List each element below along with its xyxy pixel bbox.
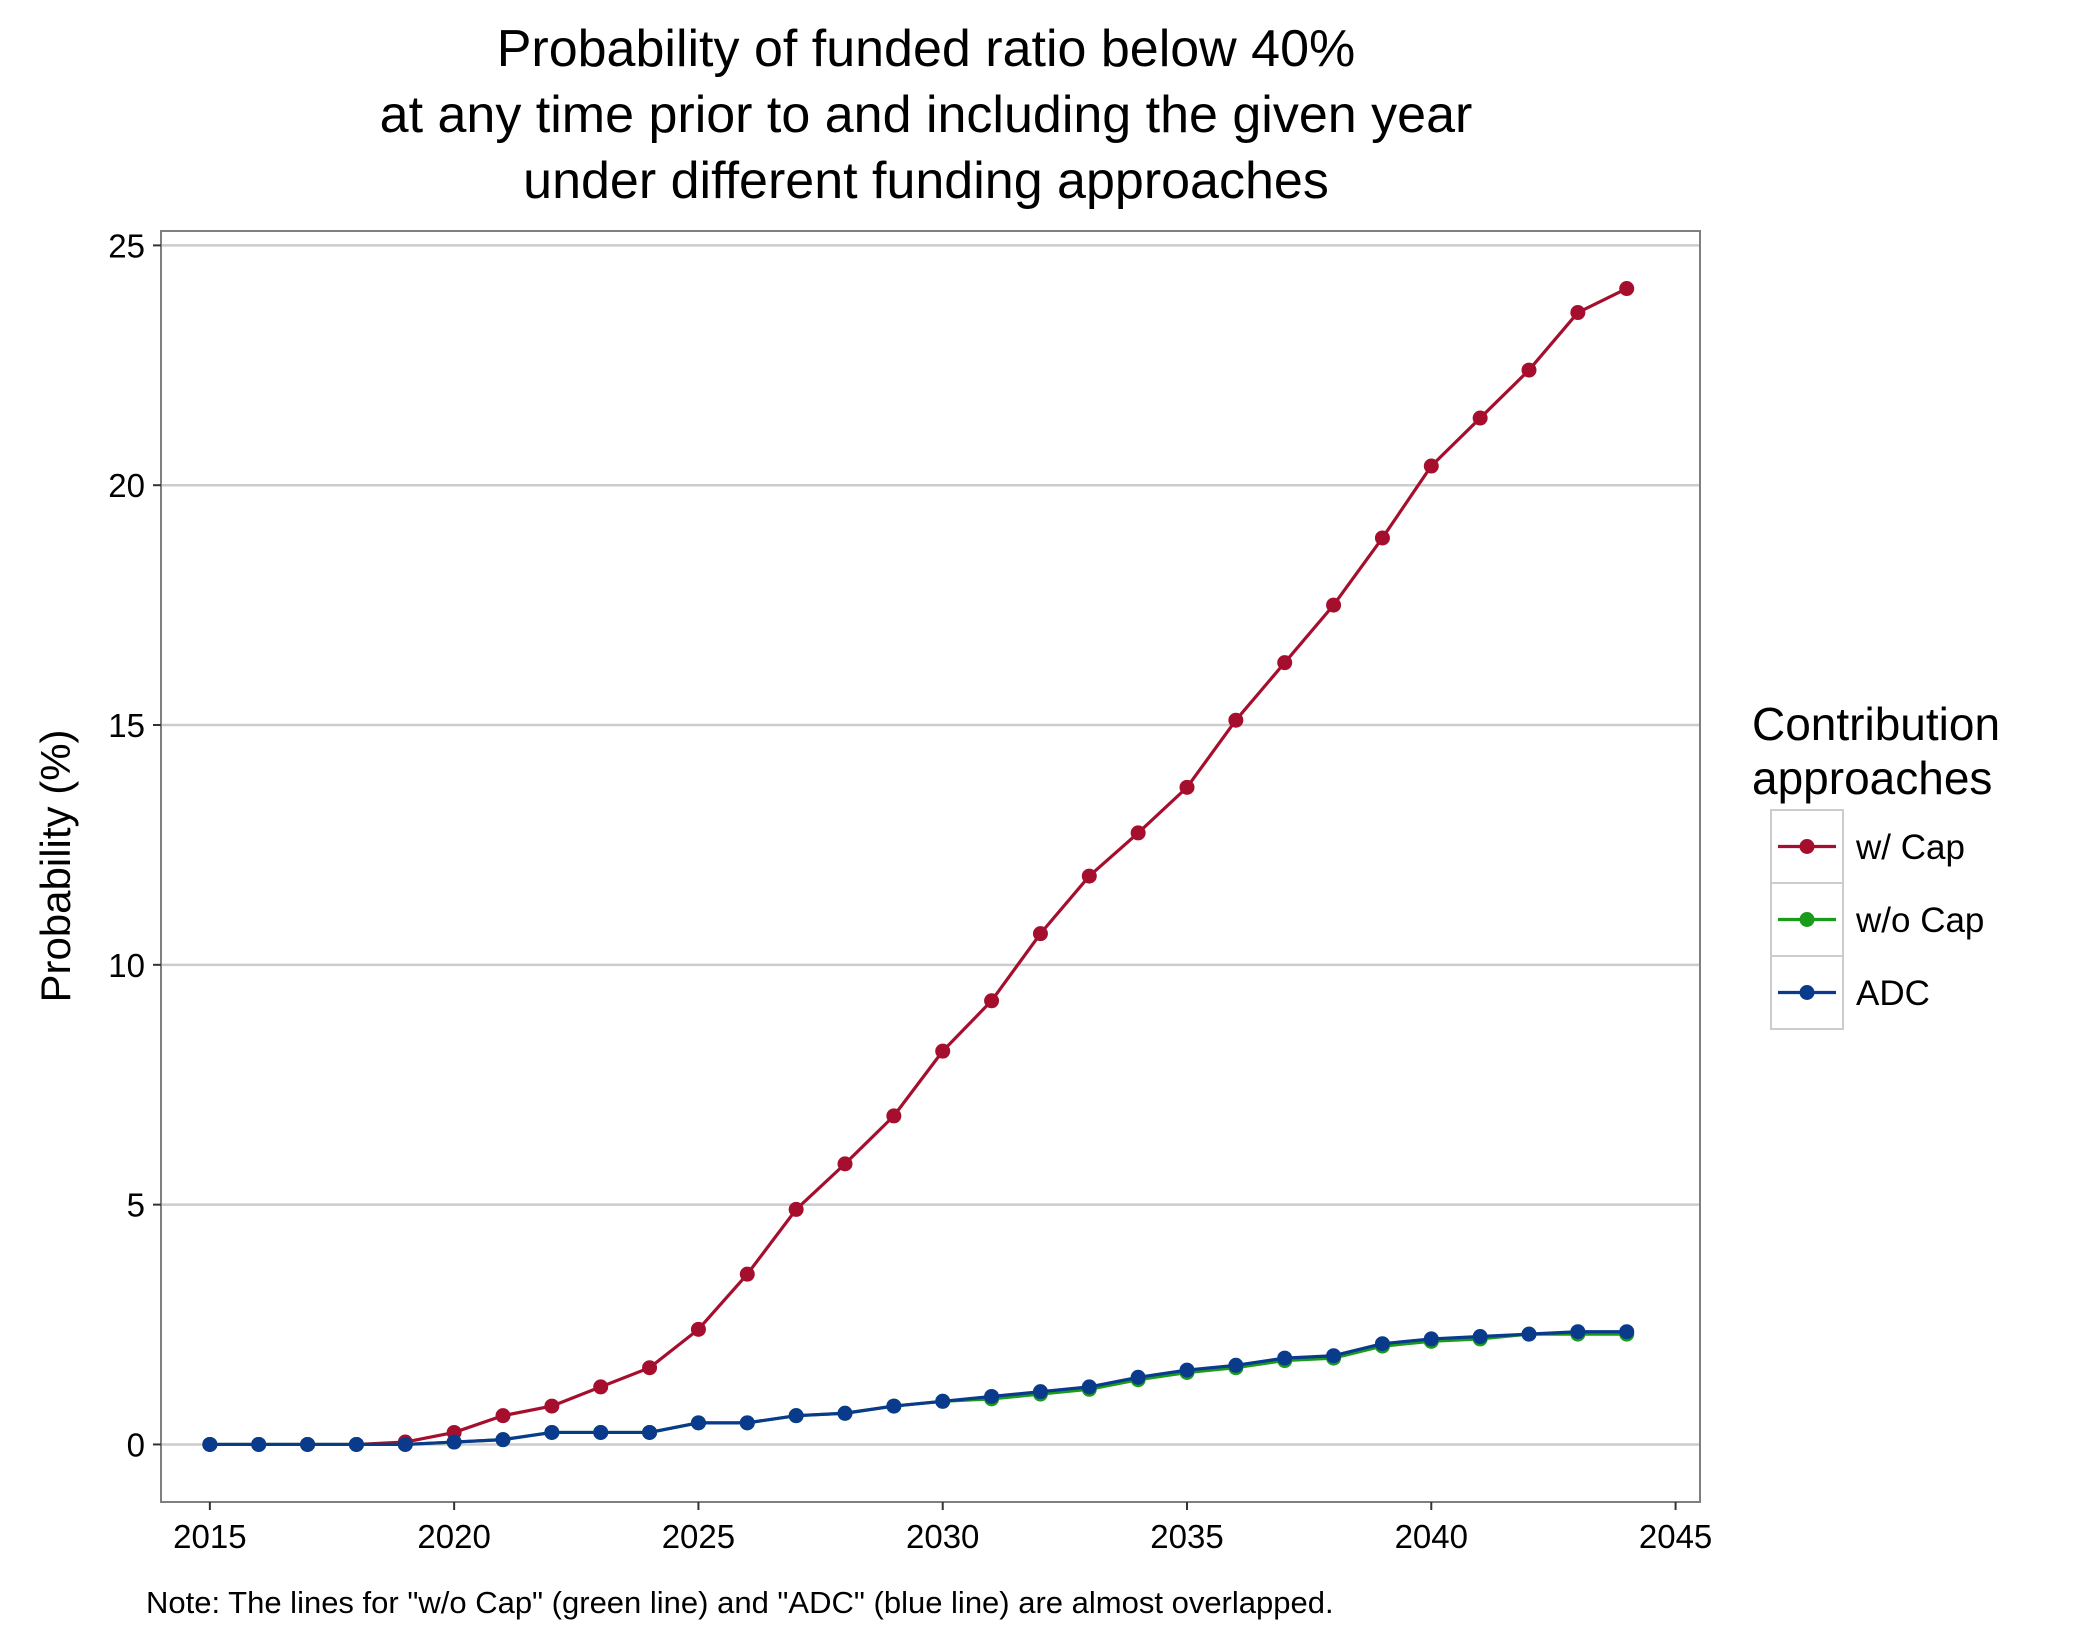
- data-point-w-cap-2042: [1521, 362, 1537, 378]
- data-point-adc-2036: [1228, 1357, 1244, 1373]
- data-point-adc-2042: [1521, 1326, 1537, 1342]
- data-point-w-cap-2033: [1081, 868, 1097, 884]
- data-point-w-cap-2039: [1374, 530, 1390, 546]
- data-point-adc-2035: [1179, 1362, 1195, 1378]
- data-point-adc-2034: [1130, 1369, 1146, 1385]
- data-point-adc-2044: [1619, 1324, 1635, 1340]
- data-point-adc-2032: [1032, 1384, 1048, 1400]
- data-point-w-cap-2023: [593, 1379, 609, 1395]
- data-point-w-cap-2040: [1423, 458, 1439, 474]
- x-tick-label-2015: 2015: [173, 1518, 246, 1555]
- data-point-adc-2019: [397, 1436, 413, 1452]
- legend-label-w-cap: w/ Cap: [1855, 828, 1965, 867]
- data-point-w-cap-2043: [1570, 305, 1586, 321]
- y-tick-label-5: 5: [127, 1187, 145, 1224]
- legend-items: w/ Cap w/o Cap ADC: [1770, 809, 1984, 1030]
- data-point-w-cap-2030: [935, 1043, 951, 1059]
- series-adc: [202, 1324, 1635, 1452]
- x-tick-label-2025: 2025: [662, 1518, 735, 1555]
- chart-note: Note: The lines for "w/o Cap" (green lin…: [146, 1585, 1334, 1620]
- data-point-adc-2017: [300, 1436, 316, 1452]
- data-point-w-cap-2044: [1619, 281, 1635, 297]
- data-point-adc-2038: [1326, 1348, 1342, 1364]
- data-point-w-cap-2041: [1472, 410, 1488, 426]
- chart-title-line-1: Probability of funded ratio below 40%: [497, 20, 1356, 78]
- series-w-cap: [202, 281, 1635, 1452]
- data-point-w-cap-2024: [642, 1360, 658, 1376]
- data-point-adc-2025: [690, 1415, 706, 1431]
- data-point-adc-2037: [1277, 1350, 1293, 1366]
- data-point-adc-2024: [642, 1424, 658, 1440]
- data-point-adc-2030: [935, 1393, 951, 1409]
- data-point-w-cap-2026: [739, 1266, 755, 1282]
- data-point-w-cap-2029: [886, 1108, 902, 1124]
- data-point-adc-2027: [788, 1408, 804, 1424]
- x-tick-label-2040: 2040: [1395, 1518, 1468, 1555]
- data-point-adc-2040: [1423, 1331, 1439, 1347]
- legend-label-adc: ADC: [1856, 974, 1930, 1013]
- series-line-w-o-cap: [209, 1332, 1627, 1447]
- legend: Contribution approaches w/ Cap w/o Cap ADC: [1752, 698, 2000, 1030]
- data-point-adc-2029: [886, 1398, 902, 1414]
- gridlines: [161, 244, 1700, 1446]
- data-point-adc-2018: [348, 1436, 364, 1452]
- data-point-w-cap-2032: [1032, 926, 1048, 942]
- data-point-adc-2028: [837, 1405, 853, 1421]
- x-tick-label-2035: 2035: [1150, 1518, 1223, 1555]
- y-axis-title: Probability (%): [32, 729, 79, 1002]
- legend-item-adc: ADC: [1770, 955, 1930, 1030]
- y-tick-label-25: 25: [108, 227, 145, 264]
- y-tick-label-0: 0: [127, 1426, 145, 1463]
- legend-key-point-w-o-cap: [1799, 912, 1815, 927]
- series-w-o-cap: [202, 1326, 1635, 1452]
- data-point-adc-2041: [1472, 1329, 1488, 1345]
- y-tick-label-15: 15: [108, 707, 145, 744]
- x-tick-label-2045: 2045: [1639, 1518, 1712, 1555]
- legend-label-w-o-cap: w/o Cap: [1855, 901, 1984, 940]
- data-point-adc-2033: [1081, 1379, 1097, 1395]
- y-tick-label-20: 20: [108, 467, 145, 504]
- data-point-w-cap-2035: [1179, 779, 1195, 795]
- data-point-adc-2022: [544, 1424, 560, 1440]
- data-point-w-cap-2021: [495, 1408, 511, 1424]
- legend-item-w-cap: w/ Cap: [1770, 809, 1965, 884]
- legend-item-w-o-cap: w/o Cap: [1770, 882, 1984, 957]
- data-series: [202, 281, 1635, 1452]
- data-point-w-cap-2037: [1277, 655, 1293, 671]
- data-point-w-cap-2027: [788, 1201, 804, 1217]
- chart-title: Probability of funded ratio below 40% at…: [380, 20, 1473, 210]
- data-point-w-cap-2025: [690, 1321, 706, 1337]
- data-point-adc-2021: [495, 1432, 511, 1448]
- x-tick-label-2030: 2030: [906, 1518, 979, 1555]
- data-point-w-cap-2034: [1130, 825, 1146, 841]
- x-tick-label-2020: 2020: [417, 1518, 490, 1555]
- data-point-adc-2016: [251, 1436, 267, 1452]
- data-point-adc-2020: [446, 1434, 462, 1450]
- data-point-w-cap-2038: [1326, 597, 1342, 613]
- data-point-adc-2043: [1570, 1324, 1586, 1340]
- data-point-w-cap-2028: [837, 1156, 853, 1172]
- data-point-adc-2039: [1374, 1336, 1390, 1352]
- chart-title-line-2: at any time prior to and including the g…: [380, 86, 1473, 144]
- data-point-adc-2031: [984, 1388, 1000, 1404]
- data-point-w-cap-2022: [544, 1398, 560, 1414]
- legend-title-line-2: approaches: [1752, 752, 1992, 804]
- legend-title-line-1: Contribution: [1752, 698, 2000, 750]
- data-point-adc-2026: [739, 1415, 755, 1431]
- legend-key-point-w-cap: [1799, 839, 1815, 854]
- series-line-adc: [209, 1330, 1627, 1447]
- legend-key-point-adc: [1799, 985, 1815, 1000]
- data-point-w-cap-2031: [984, 993, 1000, 1009]
- chart-title-line-3: under different funding approaches: [523, 152, 1329, 210]
- data-point-adc-2015: [202, 1436, 218, 1452]
- series-line-w-cap: [209, 287, 1628, 1447]
- y-tick-label-10: 10: [108, 947, 145, 984]
- data-point-w-cap-2036: [1228, 712, 1244, 728]
- plot-panel-border: [160, 230, 1701, 1503]
- data-point-adc-2023: [593, 1424, 609, 1440]
